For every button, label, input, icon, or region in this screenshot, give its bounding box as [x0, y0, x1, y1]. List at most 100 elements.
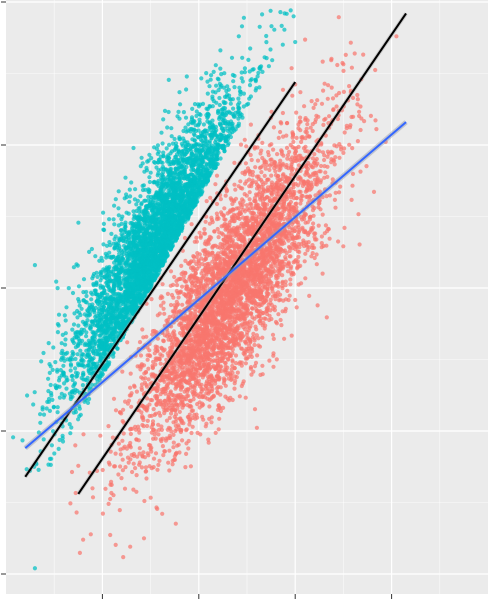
data-point [156, 248, 161, 254]
data-point [122, 314, 127, 319]
data-point [323, 223, 328, 228]
data-point [159, 175, 164, 180]
data-point [231, 79, 236, 84]
data-point [161, 117, 166, 122]
data-point [112, 222, 117, 227]
data-point [134, 473, 139, 478]
data-point [89, 297, 94, 302]
data-point [198, 177, 203, 182]
data-point [58, 368, 63, 373]
data-point [165, 125, 170, 130]
data-point [214, 137, 219, 142]
data-point [36, 467, 41, 472]
data-point [129, 298, 134, 303]
data-point [228, 131, 233, 136]
data-point [146, 225, 151, 230]
data-point [168, 173, 173, 178]
data-point [237, 85, 242, 90]
data-point [94, 270, 99, 275]
data-point [152, 145, 157, 150]
data-point [149, 208, 155, 214]
data-point [239, 76, 244, 81]
data-point [133, 278, 138, 283]
data-point [81, 277, 87, 282]
data-point [230, 72, 235, 78]
data-point [215, 146, 220, 151]
data-point [156, 230, 161, 235]
data-point [145, 221, 150, 226]
data-point [198, 102, 203, 107]
data-point [186, 207, 191, 212]
data-point [208, 77, 213, 82]
data-point [63, 337, 68, 342]
data-point [61, 372, 66, 377]
data-point [186, 446, 191, 451]
data-point [148, 170, 153, 175]
data-point [192, 186, 198, 191]
data-point [191, 131, 196, 137]
data-point [70, 339, 75, 344]
data-point [247, 83, 253, 88]
data-point [74, 262, 79, 267]
data-point [117, 292, 122, 297]
data-point [104, 255, 109, 260]
data-point [112, 203, 117, 208]
data-point [176, 165, 181, 170]
data-point [70, 349, 75, 355]
data-point [194, 199, 199, 204]
data-point [96, 315, 101, 320]
data-point [138, 281, 144, 286]
data-point [106, 316, 111, 321]
data-point [96, 323, 101, 328]
data-point [40, 405, 45, 410]
data-point [95, 295, 100, 300]
data-point [75, 388, 80, 393]
data-point [255, 74, 260, 79]
data-point [91, 281, 96, 287]
data-point [109, 231, 114, 236]
data-point [241, 15, 246, 20]
data-point [99, 300, 104, 305]
data-point [155, 221, 160, 226]
data-point [116, 223, 121, 228]
data-point [51, 345, 56, 350]
data-point [60, 439, 66, 444]
data-point [119, 217, 124, 222]
data-point [32, 263, 38, 268]
data-point [131, 234, 136, 239]
data-point [70, 327, 75, 332]
data-point [132, 197, 137, 202]
data-point [140, 183, 145, 188]
data-point [41, 412, 47, 417]
data-point [150, 242, 155, 247]
data-point [138, 245, 143, 250]
data-point [83, 320, 88, 326]
data-point [239, 24, 245, 29]
data-point [119, 326, 124, 331]
data-point [146, 231, 151, 236]
data-point [107, 273, 112, 279]
data-point [177, 135, 182, 140]
data-point [143, 187, 148, 192]
data-point [20, 438, 25, 443]
data-point [82, 312, 87, 317]
data-point [176, 231, 181, 236]
data-point [76, 323, 81, 328]
data-point [78, 312, 83, 318]
data-point [134, 389, 139, 394]
data-point [157, 458, 162, 463]
data-point [136, 206, 141, 211]
data-point [55, 405, 60, 410]
data-point [176, 109, 181, 114]
data-point [144, 240, 149, 245]
data-point [184, 198, 189, 203]
data-point [210, 160, 215, 165]
data-point [158, 154, 163, 159]
data-point [119, 232, 124, 237]
data-point [166, 240, 171, 245]
data-point [63, 342, 68, 347]
data-point [154, 245, 159, 250]
data-point [46, 399, 52, 404]
data-point [185, 128, 191, 133]
data-point [278, 10, 283, 15]
